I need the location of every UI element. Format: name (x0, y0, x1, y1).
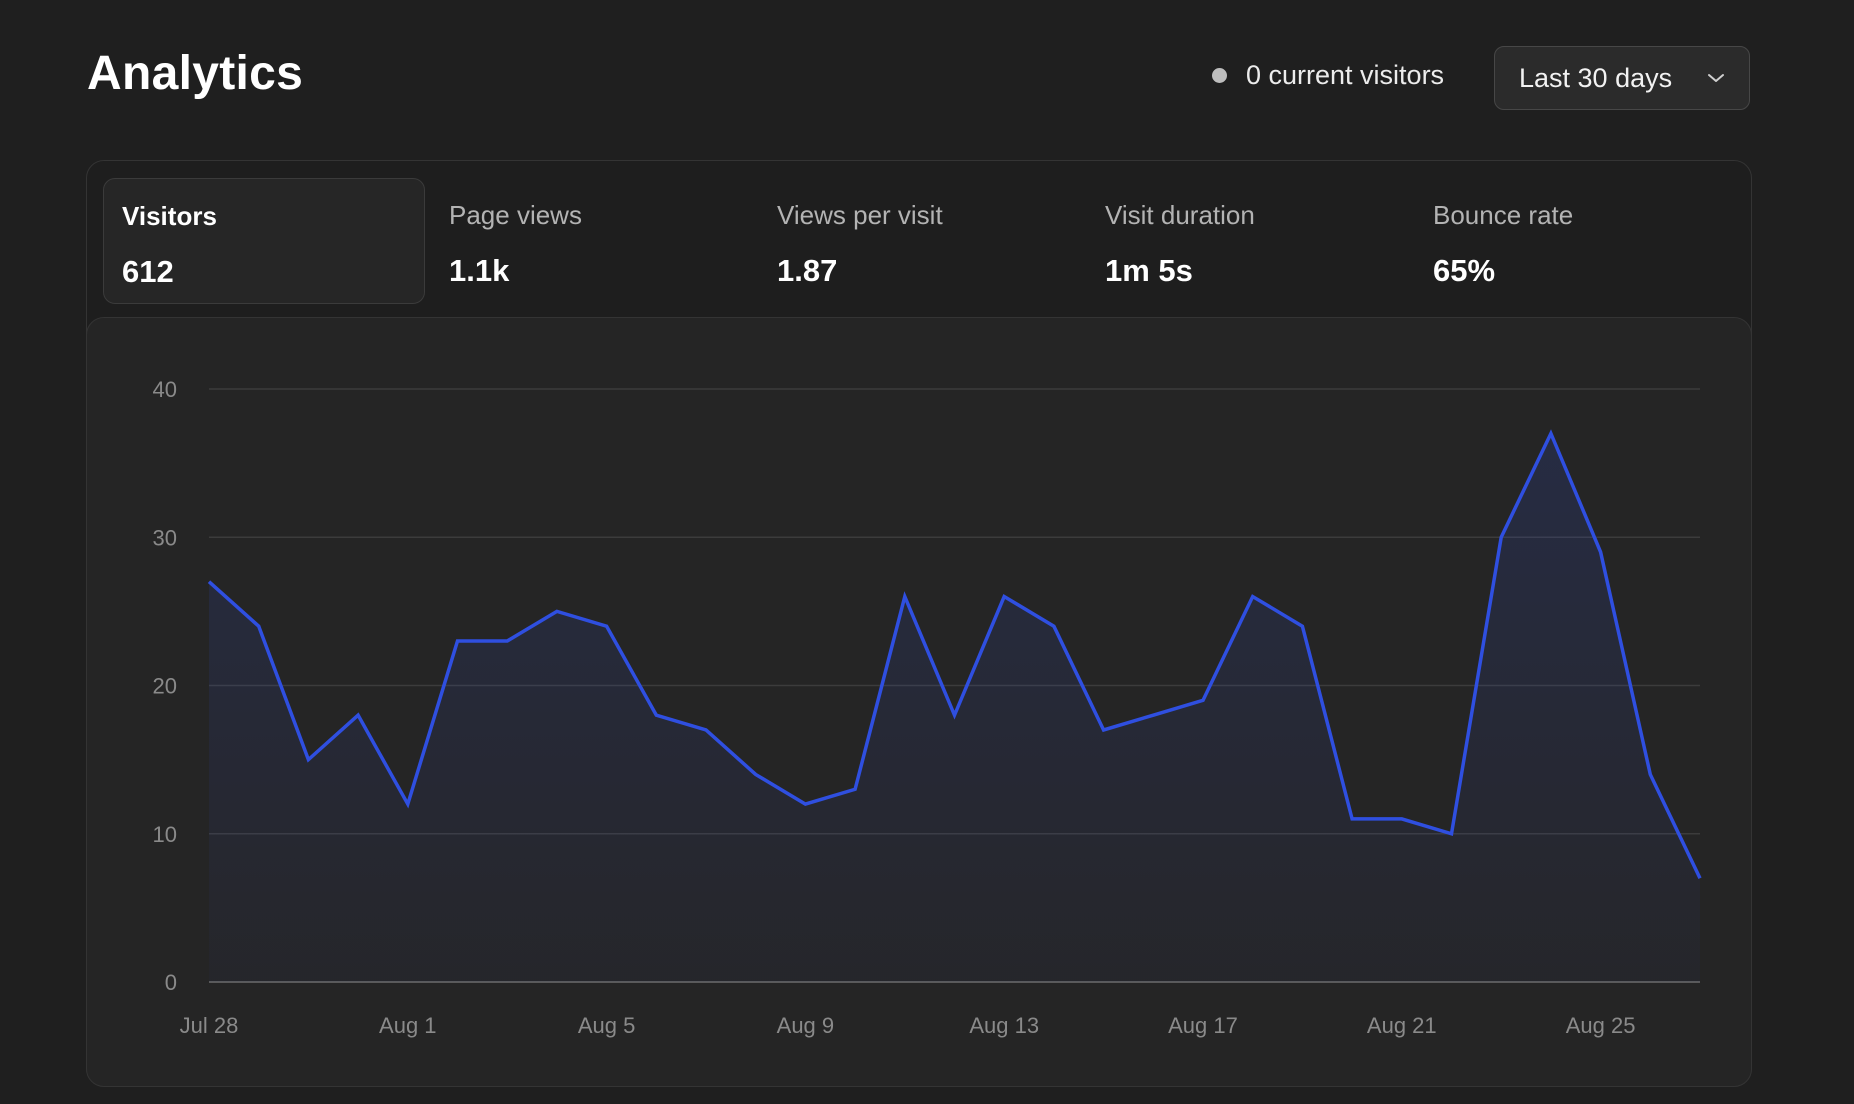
data-point (1698, 876, 1702, 880)
x-tick-label: Aug 9 (777, 1013, 835, 1038)
data-point (704, 728, 708, 732)
data-point (1549, 431, 1553, 435)
x-tick-label: Jul 28 (180, 1013, 239, 1038)
date-range-label: Last 30 days (1519, 62, 1673, 93)
date-range-select[interactable]: Last 30 days (1494, 46, 1750, 110)
metric-tab-page-views[interactable]: Page views 1.1k (431, 178, 753, 304)
visitors-line (207, 429, 1702, 879)
y-tick-label: 30 (153, 525, 177, 550)
data-point (1201, 698, 1205, 702)
data-point (754, 772, 758, 776)
x-tick-label: Aug 25 (1566, 1013, 1636, 1038)
y-tick-label: 10 (153, 822, 177, 847)
metric-value: 1.1k (449, 253, 510, 288)
data-point (1002, 595, 1006, 599)
data-point (505, 639, 509, 643)
data-point (853, 787, 857, 791)
data-point (605, 624, 609, 628)
data-point (803, 802, 807, 806)
chevron-down-icon (1707, 72, 1725, 84)
data-point (1648, 772, 1652, 776)
data-point (654, 713, 658, 717)
metric-label: Views per visit (777, 200, 943, 230)
visitors-chart: 0 10 20 30 40 Jul 28 Aug 1 Aug 5 Aug 9 Aug 13 Aug … (153, 377, 1702, 1038)
data-point (1450, 832, 1454, 836)
data-point (406, 802, 410, 806)
metric-label: Visit duration (1105, 200, 1255, 230)
data-point (1052, 624, 1056, 628)
metric-label: Visitors (122, 201, 217, 231)
data-point (207, 580, 211, 584)
data-point (1350, 817, 1354, 821)
metric-value: 65% (1433, 253, 1496, 288)
data-point (555, 609, 559, 613)
y-tick-label: 20 (153, 674, 177, 699)
current-visitors-indicator: 0 current visitors (1212, 60, 1444, 91)
data-point (1400, 817, 1404, 821)
x-tick-label: Aug 1 (379, 1013, 437, 1038)
x-tick-label: Aug 17 (1168, 1013, 1238, 1038)
data-point (903, 595, 907, 599)
metric-tab-views-per-visit[interactable]: Views per visit 1.87 (759, 178, 1081, 304)
data-point (257, 624, 261, 628)
x-tick-label: Aug 21 (1367, 1013, 1437, 1038)
data-point (1102, 728, 1106, 732)
data-point (1599, 550, 1603, 554)
analytics-card: Visitors 612 Page views 1.1k Views per v… (86, 160, 1752, 1087)
data-point (953, 713, 957, 717)
data-point (1499, 535, 1503, 539)
visitors-chart-panel: 0 10 20 30 40 Jul 28 Aug 1 Aug 5 Aug 9 Aug 13 Aug … (86, 317, 1752, 1087)
metric-label: Bounce rate (1433, 200, 1574, 230)
data-point (1251, 595, 1255, 599)
metric-value: 1m 5s (1105, 253, 1193, 288)
current-visitors-label: 0 current visitors (1246, 60, 1445, 90)
data-point (356, 713, 360, 717)
metric-value: 1.87 (777, 253, 838, 288)
data-point (1151, 713, 1155, 717)
data-point (1300, 624, 1304, 628)
metric-label: Page views (449, 200, 582, 230)
page-title: Analytics (87, 47, 304, 100)
metric-tab-bounce-rate[interactable]: Bounce rate 65% (1415, 178, 1737, 304)
data-point (456, 639, 460, 643)
y-tick-label: 0 (165, 970, 177, 995)
visitors-area (209, 433, 1700, 983)
metric-tab-visitors[interactable]: Visitors 612 (103, 178, 425, 304)
x-tick-label: Aug 5 (578, 1013, 636, 1038)
x-tick-label: Aug 13 (969, 1013, 1039, 1038)
metric-tab-visit-duration[interactable]: Visit duration 1m 5s (1087, 178, 1409, 304)
metric-value: 612 (122, 254, 174, 289)
data-point (306, 758, 310, 762)
status-dot-icon (1212, 68, 1227, 83)
y-tick-label: 40 (153, 377, 177, 402)
